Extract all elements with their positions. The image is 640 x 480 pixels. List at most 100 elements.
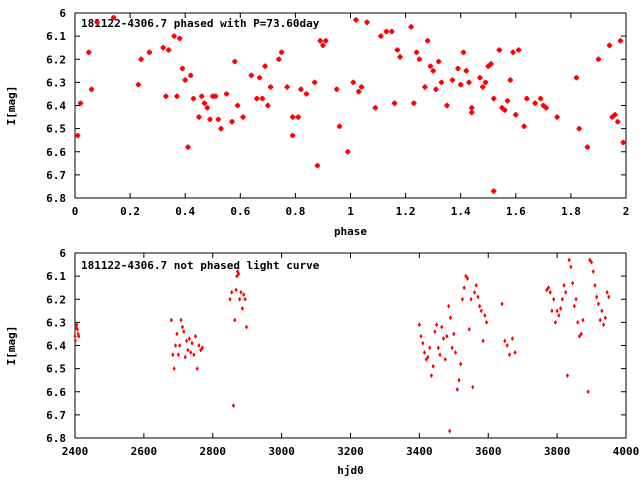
data-point [223, 91, 230, 97]
data-point [201, 100, 208, 106]
data-point [243, 296, 247, 302]
data-point [557, 313, 561, 318]
data-point [595, 294, 599, 300]
data-point [576, 319, 580, 325]
data-point [210, 93, 216, 99]
data-point [314, 163, 321, 169]
data-point [449, 77, 456, 83]
x-tick-label: 3000 [268, 445, 295, 458]
y-tick-label: 6.6 [46, 386, 66, 399]
data-point [457, 377, 461, 383]
y-axis-label: I[mag] [5, 86, 18, 126]
data-point [553, 319, 558, 325]
data-point [200, 345, 205, 351]
x-tick-label: 4000 [613, 445, 640, 458]
data-point [417, 322, 421, 328]
data-point [510, 49, 516, 55]
data-point [552, 296, 556, 302]
data-point [408, 24, 414, 30]
data-point [244, 324, 249, 330]
data-point [180, 324, 185, 330]
data-point [488, 61, 494, 67]
data-point [189, 350, 193, 355]
data-point [235, 269, 240, 274]
data-point [491, 188, 497, 194]
x-tick-label: 1.2 [396, 205, 416, 218]
data-point [236, 271, 241, 277]
data-point [160, 45, 166, 51]
data-point [303, 91, 310, 97]
data-point [555, 308, 559, 314]
x-tick-label: 2800 [200, 445, 227, 458]
data-point [336, 123, 343, 129]
data-point [615, 119, 621, 125]
data-point [600, 308, 604, 314]
data-point [448, 428, 452, 434]
y-tick-label: 6.2 [46, 293, 66, 306]
data-point [560, 296, 564, 302]
data-point [235, 273, 239, 279]
data-point [240, 306, 244, 311]
data-point [254, 95, 260, 102]
y-tick-label: 6.3 [46, 316, 66, 329]
data-point [550, 308, 554, 314]
data-point [75, 322, 79, 328]
data-point [426, 354, 430, 360]
data-point [496, 47, 502, 53]
data-point [182, 77, 188, 83]
data-point [447, 303, 451, 309]
data-point [464, 273, 468, 279]
data-point [612, 112, 618, 118]
data-point [334, 86, 340, 92]
data-point [74, 324, 78, 330]
data-point [75, 132, 81, 139]
data-point [554, 114, 560, 120]
data-point [242, 292, 246, 298]
data-point [279, 49, 285, 55]
data-point [146, 49, 152, 55]
phased-light-curve-panel: 0 0.2 0.4 0.6 0.8 1 1.2 1.4 1.6 1.8 2 6 6.1 6.2 6.3 6.4… [5, 7, 629, 238]
data-point [320, 42, 326, 48]
data-point [478, 303, 482, 309]
data-point [356, 89, 362, 95]
data-point [231, 403, 236, 409]
y-tick-label: 6.5 [46, 123, 66, 136]
data-point [455, 65, 461, 72]
data-point [176, 352, 180, 358]
data-point [184, 338, 189, 344]
data-point [422, 350, 427, 355]
data-point [477, 75, 483, 81]
data-point [416, 56, 422, 62]
data-point [564, 289, 568, 295]
data-point [284, 84, 290, 90]
data-point [450, 345, 454, 351]
x-tick-label: 0.4 [175, 205, 195, 218]
data-point [414, 49, 420, 55]
data-point [265, 102, 271, 109]
x-tick-label: 3600 [475, 445, 502, 458]
data-point [617, 38, 624, 44]
data-point [593, 282, 597, 288]
data-point [259, 95, 265, 102]
data-point [429, 373, 434, 378]
data-point [548, 289, 552, 295]
data-point [427, 63, 433, 69]
data-point [507, 77, 513, 83]
y-tick-label: 6.4 [46, 100, 66, 113]
y-tick-label: 6.5 [46, 363, 66, 376]
data-point [234, 287, 238, 293]
data-point [173, 343, 178, 348]
data-point [431, 363, 435, 369]
data-point [323, 38, 329, 44]
data-point [595, 56, 602, 62]
data-point [434, 322, 439, 328]
data-point [240, 114, 246, 120]
y-tick-label: 6 [59, 247, 66, 260]
data-point [476, 294, 480, 300]
y-tick-label: 6.2 [46, 53, 66, 66]
data-point [397, 54, 403, 60]
x-tick-label: 3400 [406, 445, 433, 458]
data-point [453, 350, 458, 355]
chart-title: 181122-4306.7 not phased light curve [81, 259, 320, 272]
